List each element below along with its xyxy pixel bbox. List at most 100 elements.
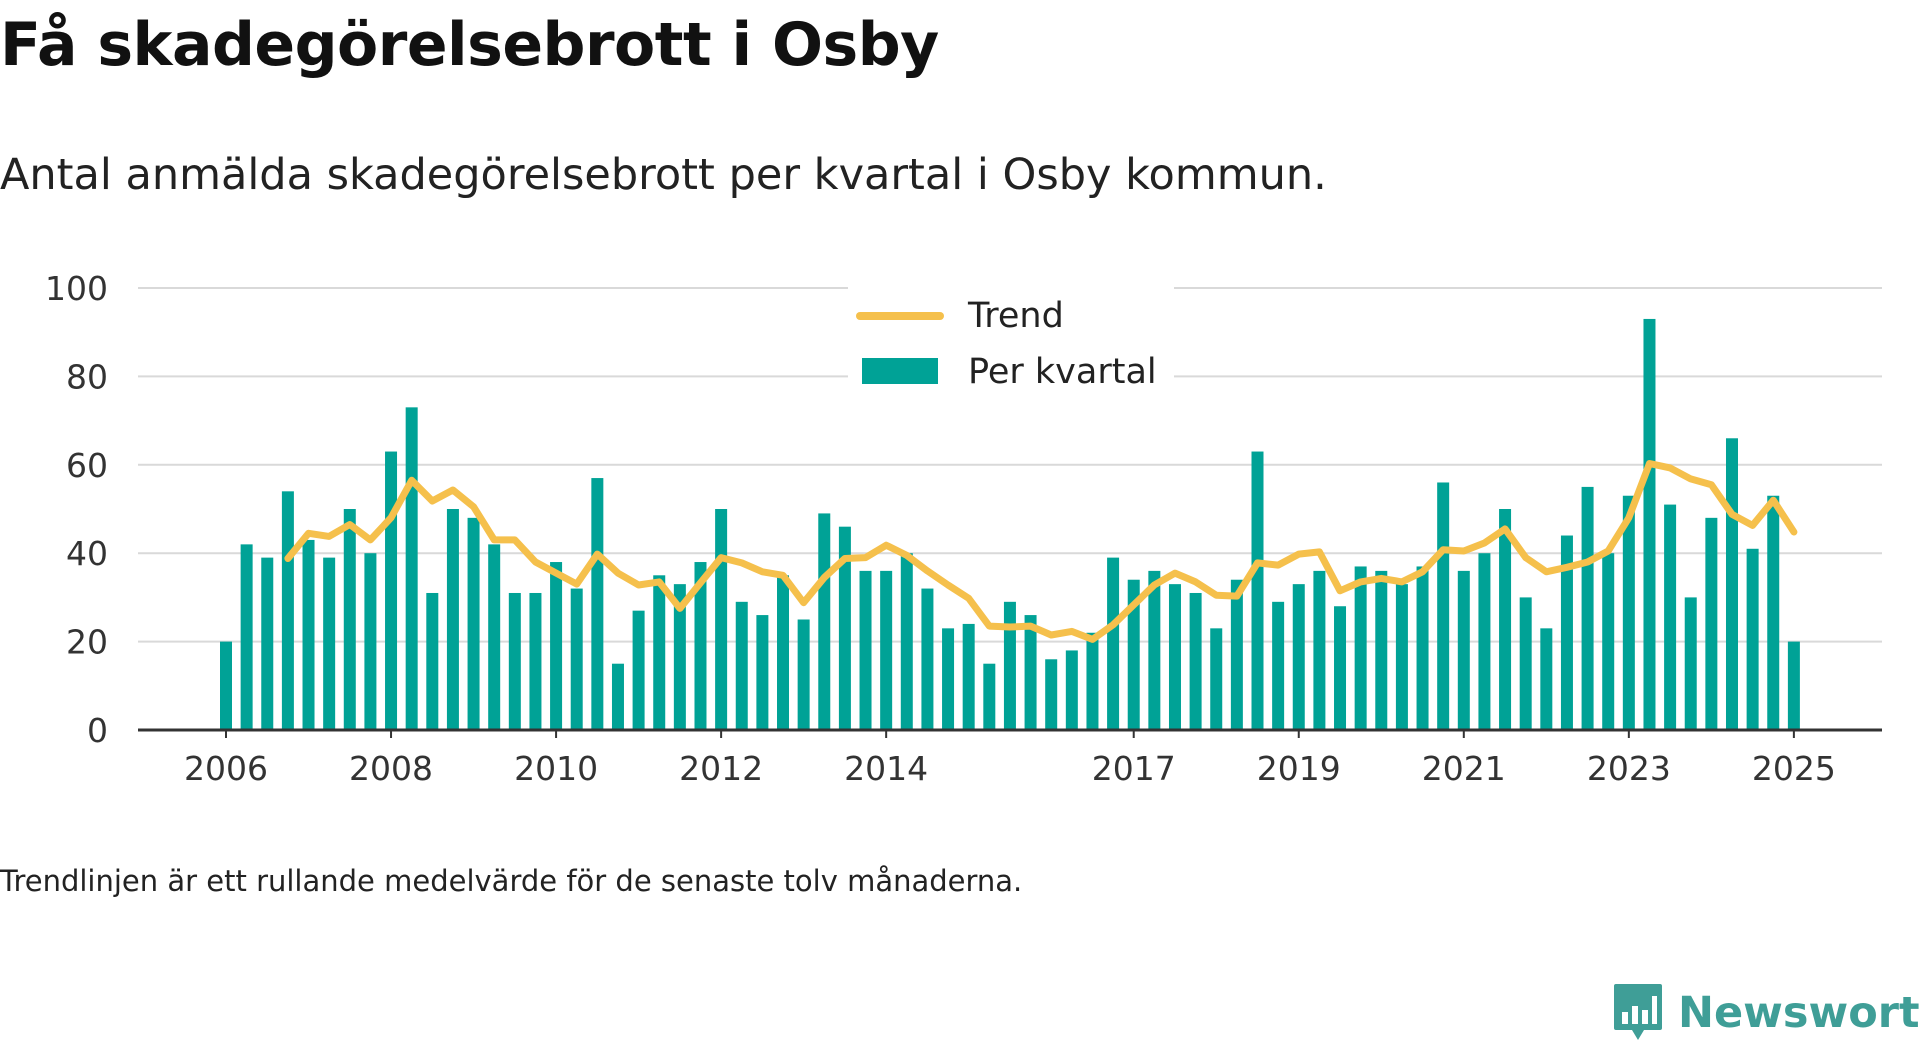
legend-bar-swatch — [862, 358, 938, 384]
bar — [1354, 566, 1367, 730]
bar — [488, 544, 501, 730]
bar — [446, 509, 459, 730]
y-tick-label: 100 — [45, 269, 108, 308]
bar — [1168, 584, 1181, 730]
bar — [1065, 650, 1078, 730]
bar — [942, 628, 955, 730]
x-tick-label: 2023 — [1587, 749, 1671, 788]
legend: Trend Per kvartal — [848, 286, 1174, 408]
bar — [405, 407, 418, 730]
y-tick-label: 0 — [87, 711, 108, 750]
x-tick-label: 2014 — [844, 749, 928, 788]
bar-chart: 0 20 40 60 80 100 2006 2008 2010 2012 2014 2017 201… — [45, 269, 1882, 788]
bar — [1560, 535, 1573, 730]
bar — [859, 570, 872, 730]
legend-label-trend: Trend — [967, 296, 1064, 336]
bar — [550, 562, 563, 730]
bar — [570, 588, 583, 730]
bar — [673, 584, 686, 730]
bar — [281, 491, 294, 730]
bar — [1622, 495, 1635, 730]
bar — [777, 575, 790, 730]
bar — [1189, 592, 1202, 730]
bar — [1437, 482, 1450, 730]
bar-chart-speech-bubble-icon — [1614, 984, 1662, 1040]
bar — [1643, 318, 1656, 730]
bar — [1045, 659, 1058, 730]
bar — [1003, 601, 1016, 730]
bar — [343, 509, 356, 730]
bar — [653, 575, 666, 730]
bar — [1581, 486, 1594, 730]
bar — [1272, 601, 1285, 730]
brand-name: Newsworthy — [1678, 988, 1920, 1038]
bar — [1457, 570, 1470, 730]
y-tick-label: 20 — [66, 623, 108, 662]
y-tick-label: 60 — [66, 446, 108, 485]
bar — [1725, 438, 1738, 730]
bar — [1499, 509, 1512, 730]
bar — [220, 641, 232, 730]
bar — [962, 623, 975, 730]
y-axis-ticks: 0 20 40 60 80 100 — [45, 269, 108, 750]
bar — [1787, 641, 1800, 730]
bar — [1251, 451, 1264, 730]
bar — [240, 544, 253, 730]
bar — [880, 570, 893, 730]
bar — [1127, 579, 1140, 730]
bar — [1148, 570, 1161, 730]
x-axis: 2006 2008 2010 2012 2014 2017 2019 2021 2023 2025 — [138, 728, 1882, 788]
x-tick-label: 2019 — [1257, 749, 1341, 788]
footnote: Trendlinjen är ett rullande medelvärde f… — [0, 864, 1023, 898]
x-tick-label: 2017 — [1092, 749, 1176, 788]
x-tick-label: 2021 — [1422, 749, 1506, 788]
trend-line — [284, 460, 1798, 643]
bar — [900, 553, 913, 730]
chart-subtitle: Antal anmälda skadegörelsebrott per kvar… — [0, 150, 1327, 200]
bar — [797, 619, 810, 730]
bar — [1478, 553, 1491, 730]
bar — [1602, 553, 1615, 730]
bar — [1684, 597, 1697, 730]
x-tick-label: 2012 — [679, 749, 763, 788]
bar — [591, 478, 604, 730]
bar-series — [220, 318, 1800, 730]
bar — [1664, 504, 1677, 730]
bar — [1313, 570, 1326, 730]
bar — [632, 610, 645, 730]
bar — [1107, 557, 1120, 730]
brand-logo: Newsworthy — [1612, 980, 1920, 1046]
bar — [735, 601, 748, 730]
bar — [715, 509, 728, 730]
bar — [1024, 615, 1037, 730]
bar — [1086, 632, 1099, 730]
bar — [467, 517, 480, 730]
bar — [983, 663, 996, 730]
bar — [921, 588, 934, 730]
bar — [838, 526, 851, 730]
bar — [426, 592, 439, 730]
chart-title: Få skadegörelsebrott i Osby — [0, 10, 939, 80]
y-tick-label: 80 — [66, 357, 108, 396]
x-tick-label: 2008 — [349, 749, 433, 788]
bar — [818, 513, 831, 730]
x-tick-label: 2010 — [514, 749, 598, 788]
x-tick-label: 2006 — [184, 749, 268, 788]
bar — [323, 557, 336, 730]
bar — [385, 451, 398, 730]
legend-background — [848, 286, 1174, 408]
legend-label-per-kvartal: Per kvartal — [968, 352, 1157, 392]
bar — [1395, 584, 1408, 730]
x-tick-label: 2025 — [1752, 749, 1836, 788]
bar — [1519, 597, 1532, 730]
bar — [1210, 628, 1223, 730]
bar — [364, 553, 377, 730]
bar — [611, 663, 624, 730]
bar — [756, 615, 769, 730]
bar — [1292, 584, 1305, 730]
bar — [1746, 548, 1759, 730]
y-tick-label: 40 — [66, 534, 108, 573]
bar — [1540, 628, 1553, 730]
bar — [261, 557, 274, 730]
bar — [1416, 566, 1429, 730]
